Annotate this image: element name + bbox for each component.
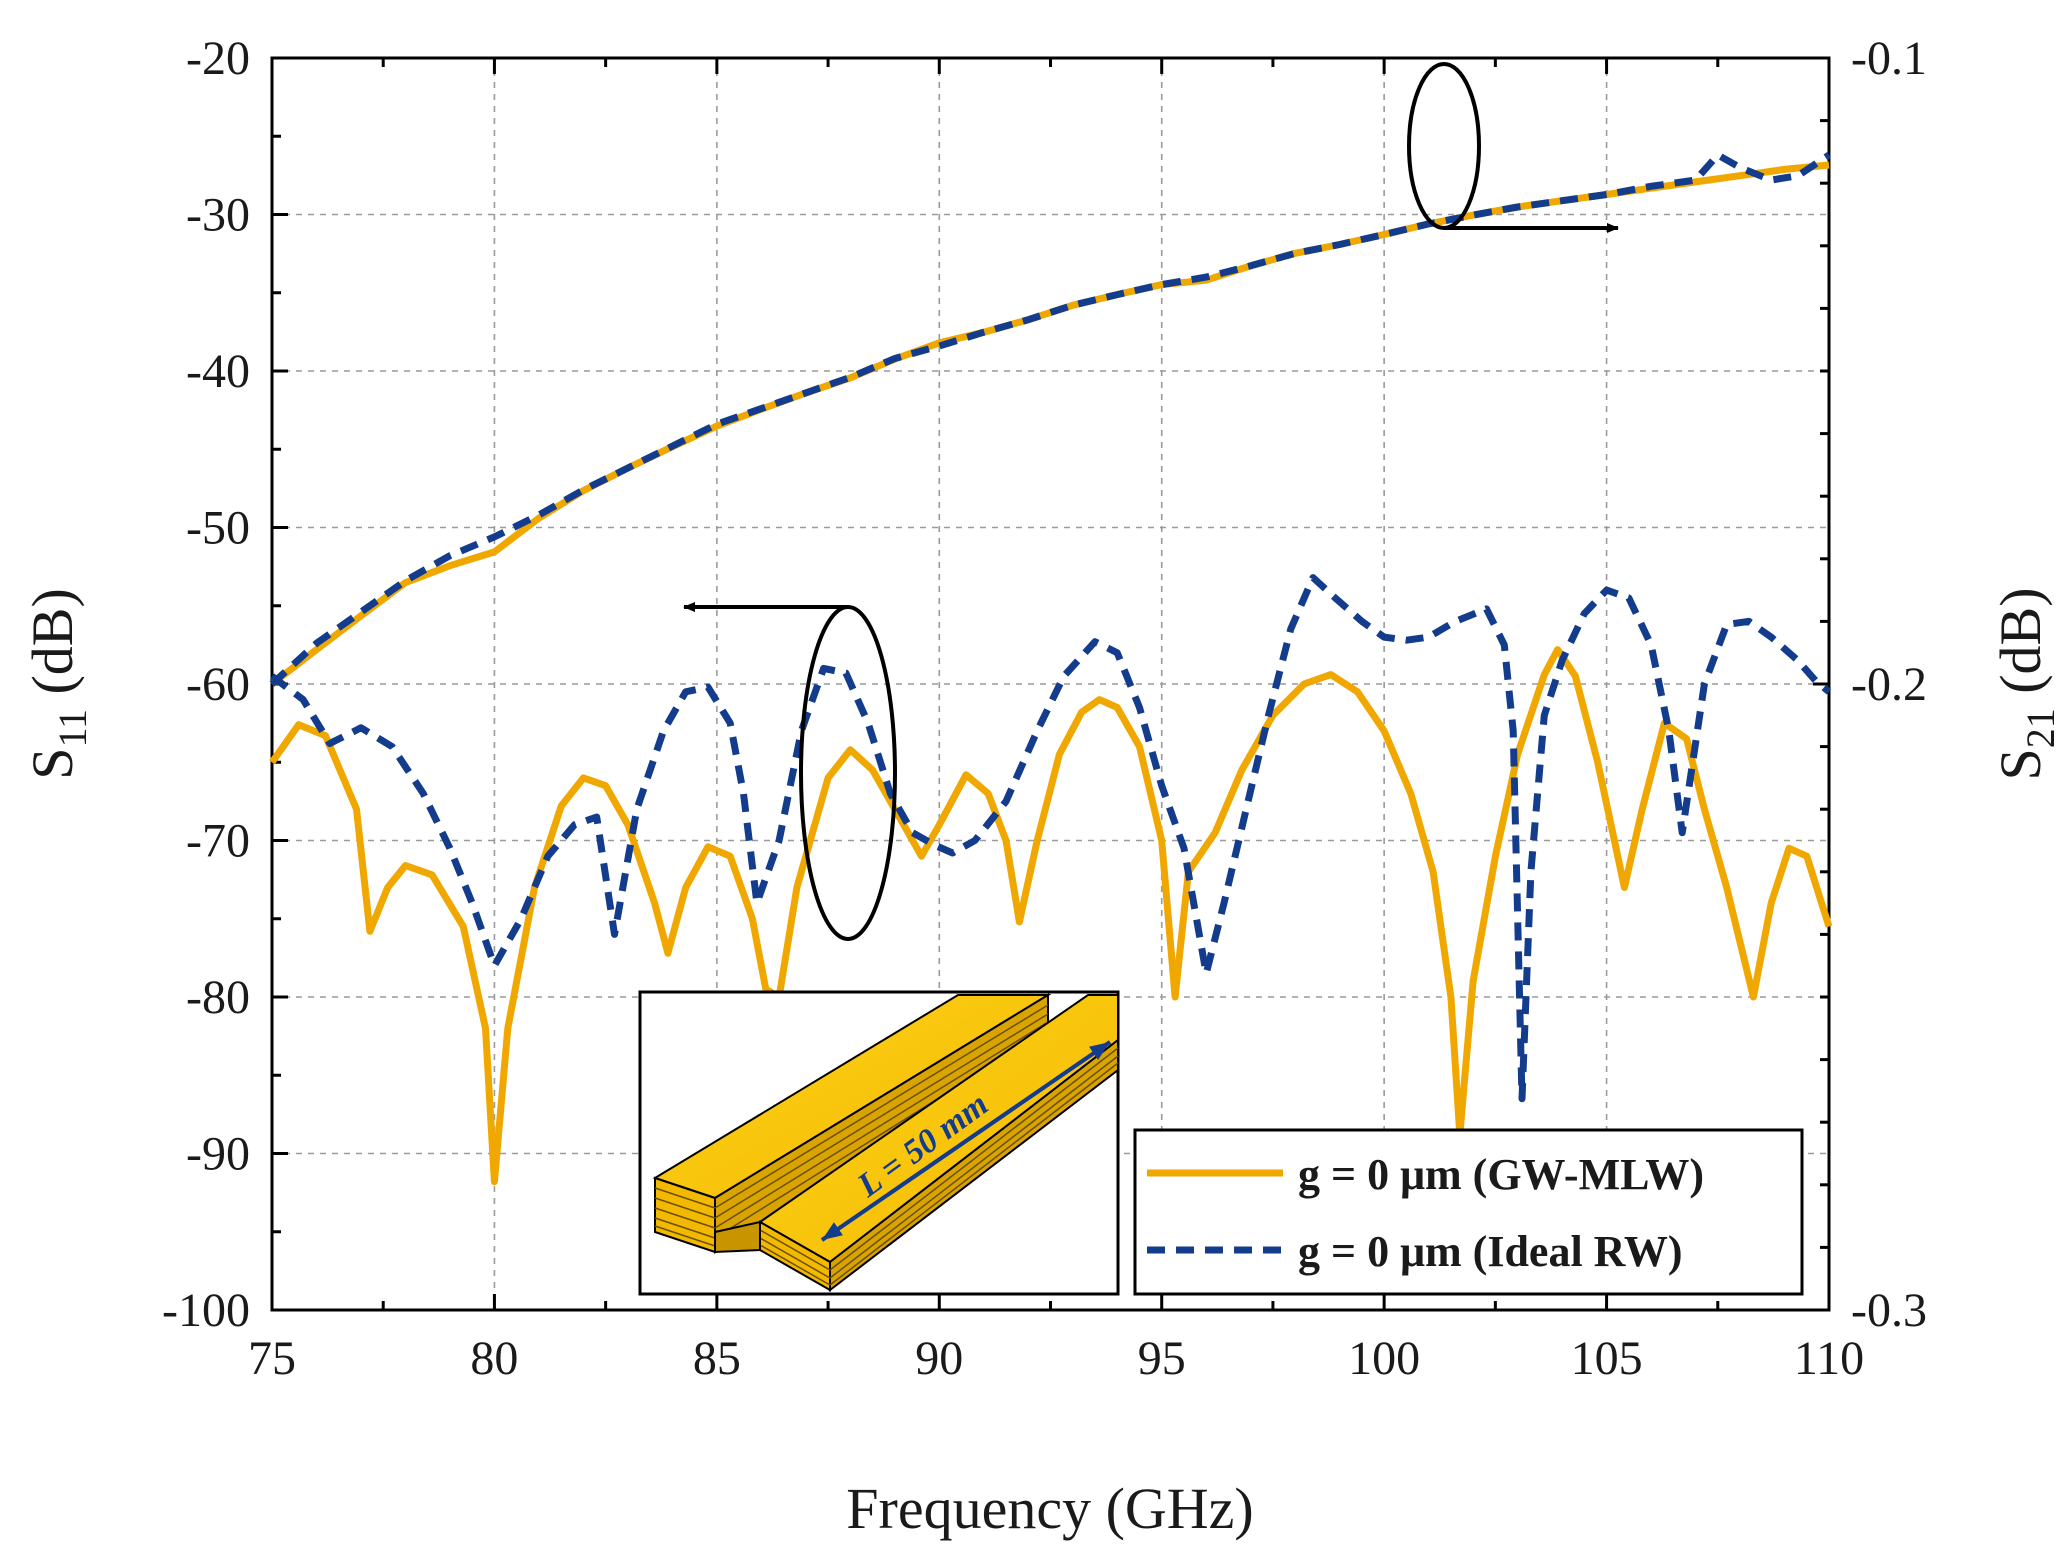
y-axis-title-left-main: S — [20, 748, 85, 780]
annotation-ellipse-s21 — [1407, 62, 1481, 230]
annotation-s21 — [1407, 62, 1619, 233]
y-tick-label: -30 — [186, 189, 250, 242]
s21-ideal-rw-line — [269, 151, 1831, 687]
y2-tick-label: -0.1 — [1851, 32, 1927, 85]
y-tick-label: -80 — [186, 971, 250, 1024]
y-axis-left: -20 -30 -40 -50 -60 -70 -80 -90 -100 — [162, 32, 288, 1337]
legend-label-gw-mlw: g = 0 μm (GW-MLW) — [1298, 1150, 1704, 1199]
inset: L = 50 mm — [638, 990, 1120, 1296]
y2-tick-label: -0.2 — [1851, 658, 1927, 711]
y2-tick-label: -0.3 — [1851, 1284, 1927, 1337]
y-axis-title-left-sub: 11 — [50, 709, 95, 748]
y-axis-right: -0.1 -0.2 -0.3 — [1813, 32, 1927, 1337]
x-axis-title: Frequency (GHz) — [846, 1476, 1253, 1541]
s11-ideal-rw-line — [269, 574, 1832, 1103]
y-tick-label: -60 — [186, 658, 250, 711]
x-tick-label: 110 — [1794, 1332, 1864, 1385]
y-axis-title-left: S11 (dB) — [20, 588, 95, 780]
y-tick-label: -90 — [186, 1128, 250, 1181]
annotation-s11 — [683, 602, 897, 941]
x-tick-label: 85 — [693, 1332, 741, 1385]
x-tick-label: 105 — [1571, 1332, 1643, 1385]
legend: g = 0 μm (GW-MLW) g = 0 μm (Ideal RW) — [1133, 1128, 1804, 1296]
x-tick-label: 80 — [470, 1332, 518, 1385]
y-axis-title-right: S21 (dB) — [1988, 587, 2063, 780]
y-axis-title-right-unit: (dB) — [1988, 587, 2053, 708]
y-tick-label: -50 — [186, 502, 250, 555]
y-tick-label: -40 — [186, 345, 250, 398]
series-layer — [269, 151, 1833, 1186]
y-axis-title-left-unit: (dB) — [20, 588, 85, 709]
annotation-ellipse-s11 — [799, 605, 897, 941]
y-axis-title-right-main: S — [1988, 748, 2053, 780]
legend-label-ideal-rw: g = 0 μm (Ideal RW) — [1298, 1227, 1683, 1276]
x-tick-label: 100 — [1348, 1332, 1420, 1385]
x-tick-label: 75 — [248, 1332, 296, 1385]
x-axis: 75 80 85 90 95 100 105 110 — [248, 58, 1864, 1385]
x-tick-label: 95 — [1138, 1332, 1186, 1385]
y-axis-title-right-sub: 21 — [2018, 708, 2063, 748]
y-tick-label: -100 — [162, 1284, 250, 1337]
inset-waveguide-illustration — [652, 993, 1119, 1293]
legend-frame — [1133, 1128, 1804, 1296]
x-tick-label: 90 — [915, 1332, 963, 1385]
y-tick-label: -20 — [186, 32, 250, 85]
y-tick-label: -70 — [186, 815, 250, 868]
